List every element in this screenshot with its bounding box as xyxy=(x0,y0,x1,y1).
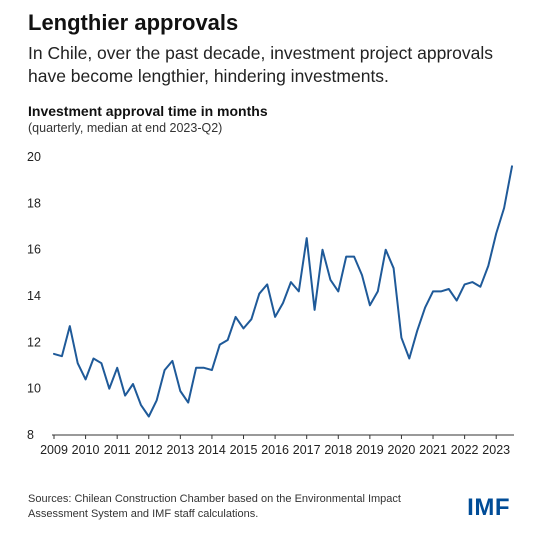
y-axis-labels: 8 10 12 14 16 18 20 xyxy=(27,150,41,442)
x-tick-label: 2019 xyxy=(356,443,384,457)
y-tick-label: 20 xyxy=(27,150,41,164)
y-tick-label: 8 xyxy=(27,428,34,442)
x-tick-label: 2021 xyxy=(419,443,447,457)
series-layer xyxy=(53,165,513,418)
source-note: Sources: Chilean Construction Chamber ba… xyxy=(28,493,401,520)
y-tick-label: 14 xyxy=(27,289,41,303)
x-tick-label: 2022 xyxy=(451,443,479,457)
x-axis: 2009 2010 2011 2012 2013 2014 2015 2016 2017 2018… xyxy=(40,434,514,457)
page-subtitle: In Chile, over the past decade, investme… xyxy=(28,43,493,86)
x-tick-label: 2011 xyxy=(104,443,131,457)
chart-subtitle: (quarterly, median at end 2023-Q2) xyxy=(28,121,223,135)
page-title: Lengthier approvals xyxy=(28,10,239,35)
x-tick-label: 2020 xyxy=(388,443,416,457)
x-tick-label: 2009 xyxy=(40,443,68,457)
y-tick-label: 16 xyxy=(27,243,41,257)
y-tick-label: 18 xyxy=(27,196,41,210)
chart-title: Investment approval time in months xyxy=(28,103,268,119)
imf-logo: IMF xyxy=(467,494,510,521)
x-tick-label: 2010 xyxy=(72,443,100,457)
x-tick-label: 2013 xyxy=(166,443,194,457)
x-tick-label: 2014 xyxy=(198,443,226,457)
series-line xyxy=(53,165,513,418)
x-tick-label: 2016 xyxy=(261,443,289,457)
y-tick-label: 12 xyxy=(27,335,41,349)
x-tick-label: 2017 xyxy=(293,443,321,457)
x-tick-label: 2012 xyxy=(135,443,163,457)
x-tick-label: 2015 xyxy=(230,443,258,457)
x-tick-label: 2018 xyxy=(324,443,352,457)
y-tick-label: 10 xyxy=(27,382,41,396)
x-tick-label: 2023 xyxy=(482,443,510,457)
